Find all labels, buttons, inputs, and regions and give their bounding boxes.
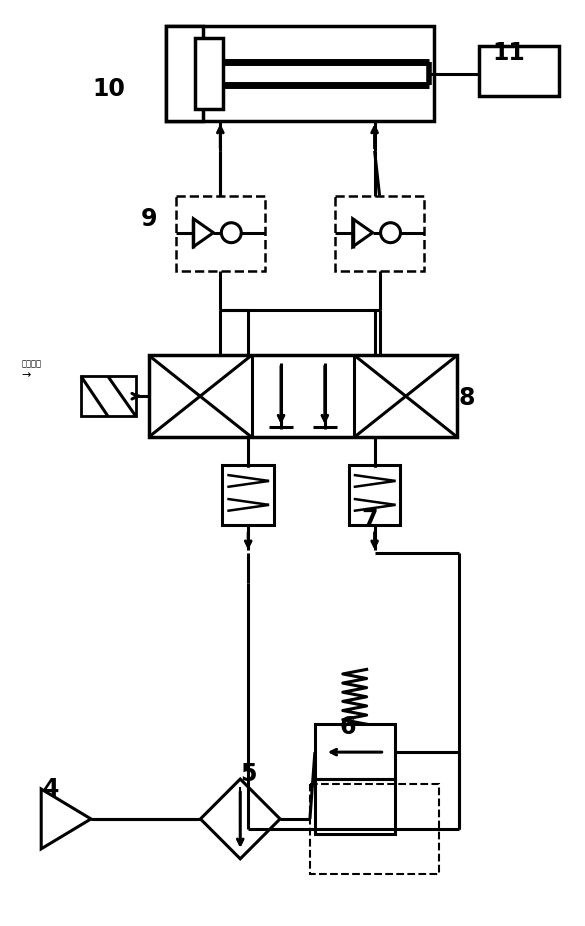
- Text: 控制信号: 控制信号: [21, 359, 42, 369]
- Bar: [149, 356, 457, 437]
- Bar: [166, 26, 434, 121]
- Bar: [349, 465, 401, 525]
- Text: 6: 6: [339, 715, 356, 739]
- Text: 10: 10: [92, 77, 125, 101]
- Bar: [310, 784, 439, 874]
- Bar: [81, 376, 136, 416]
- Text: 9: 9: [140, 206, 157, 231]
- Bar: [195, 38, 223, 109]
- Text: 11: 11: [493, 42, 525, 65]
- Bar: [315, 779, 394, 834]
- Bar: [479, 46, 559, 96]
- Bar: [222, 465, 274, 525]
- Text: 5: 5: [240, 762, 256, 786]
- Text: →: →: [21, 370, 30, 381]
- Text: 4: 4: [43, 777, 59, 801]
- Bar: [176, 195, 265, 270]
- Bar: [166, 26, 204, 121]
- Bar: [335, 195, 424, 270]
- Text: 8: 8: [459, 386, 476, 410]
- Bar: [315, 724, 394, 779]
- Text: 7: 7: [362, 507, 378, 532]
